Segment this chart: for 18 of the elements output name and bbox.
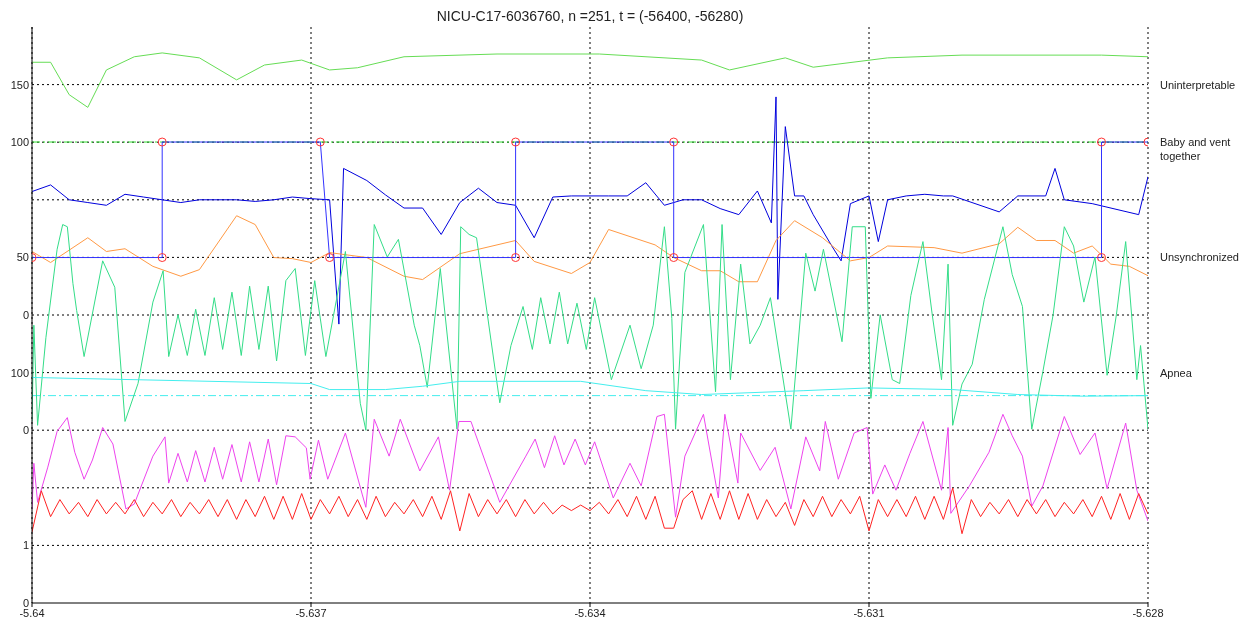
text: 0 [21,423,29,438]
x-tick-label: -5.631 [853,606,885,619]
text: 0 [21,308,29,322]
text: Unsynchronized [1160,250,1240,265]
text: 100 [9,365,29,380]
x-tick-label: -5.634 [574,606,606,619]
text: Apnea [1160,365,1193,380]
chart-title: NICU-C17-6036760, n =251, t = (-56400, -56280) [435,8,745,24]
text: 1 [21,538,29,553]
text: 150 [9,77,29,92]
x-tick-label: -5.628 [1132,606,1164,619]
text: 100 [9,135,29,150]
text: Uninterpretable [1160,77,1237,92]
text: Baby and vent together [1160,135,1232,164]
text: 0 [21,596,29,609]
x-tick-label: -5.64 [19,606,45,619]
text: 50 [15,250,29,265]
x-tick-label: -5.637 [295,606,327,619]
